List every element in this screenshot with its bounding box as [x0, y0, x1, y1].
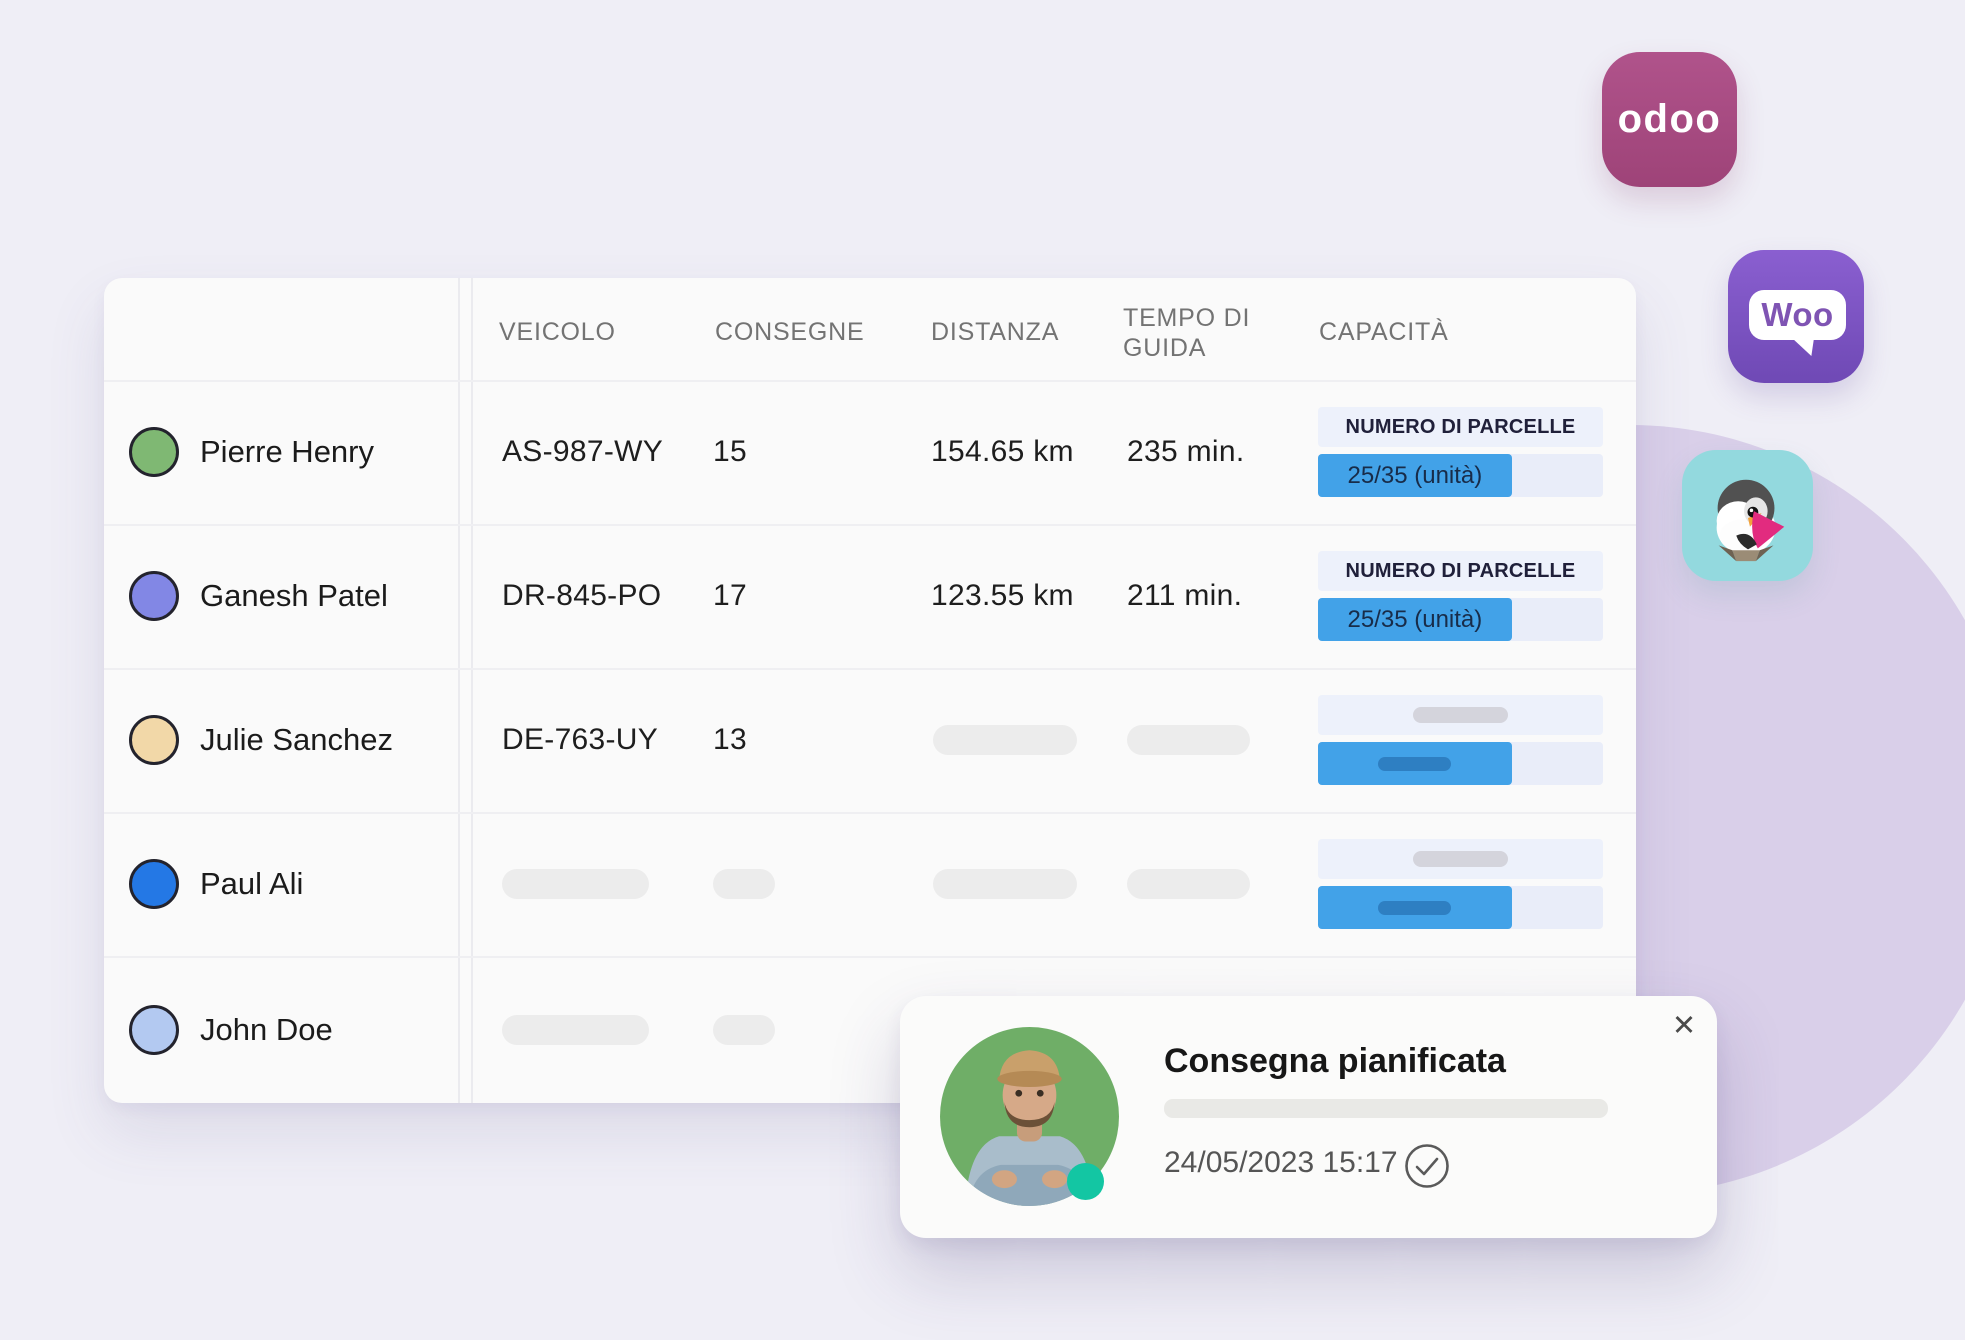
- close-icon: ✕: [1671, 1010, 1697, 1042]
- capacity-progress-track: [1318, 742, 1603, 785]
- placeholder-bar: [1413, 851, 1508, 867]
- driving-time-placeholder: [1127, 869, 1250, 899]
- deliveries-count: 17: [713, 579, 747, 612]
- driver-name: Pierre Henry: [200, 434, 374, 469]
- driver-avatar: [129, 715, 179, 765]
- header-capacity: CAPACITÀ: [1319, 318, 1449, 346]
- capacity-progress-fill: 25/35 (unità): [1318, 454, 1512, 497]
- row-divider: [104, 524, 1636, 526]
- driver-row-pierre-henry[interactable]: Pierre Henry AS-987-WY 15 154.65 km 235 …: [104, 380, 1636, 524]
- column-divider: [458, 278, 460, 1103]
- capacity-progress-track: 25/35 (unità): [1318, 598, 1603, 641]
- notification-text-placeholder: [1164, 1099, 1608, 1118]
- capacity-widget: NUMERO DI PARCELLE 25/35 (unità): [1318, 407, 1603, 497]
- capacity-widget-placeholder: [1318, 839, 1603, 929]
- capacity-label: NUMERO DI PARCELLE: [1318, 407, 1603, 447]
- notification-title: Consegna pianificata: [1164, 1042, 1506, 1080]
- placeholder-bar: [1413, 707, 1508, 723]
- deliveries-count: 15: [713, 435, 747, 468]
- prestashop-bird-logo: [1716, 479, 1784, 561]
- vehicle-placeholder: [502, 869, 649, 899]
- driver-row-ganesh-patel[interactable]: Ganesh Patel DR-845-PO 17 123.55 km 211 …: [104, 524, 1636, 668]
- driver-avatar: [129, 859, 179, 909]
- capacity-label: NUMERO DI PARCELLE: [1318, 551, 1603, 591]
- confirmed-check-icon: [1405, 1144, 1449, 1188]
- capacity-progress-fill: 25/35 (unità): [1318, 598, 1512, 641]
- row-divider: [104, 812, 1636, 814]
- header-deliveries: CONSEGNE: [715, 318, 865, 346]
- placeholder-bar: [1378, 756, 1452, 771]
- driver-name: Paul Ali: [200, 866, 304, 901]
- driver-row-julie-sanchez[interactable]: Julie Sanchez DE-763-UY 13: [104, 668, 1636, 812]
- woo-speech-bubble: Woo: [1749, 290, 1846, 340]
- driver-name: Ganesh Patel: [200, 578, 388, 613]
- capacity-progress-track: 25/35 (unità): [1318, 454, 1603, 497]
- driving-time-placeholder: [1127, 725, 1250, 755]
- driver-row-paul-ali[interactable]: Paul Ali: [104, 812, 1636, 956]
- vehicle-placeholder: [502, 1014, 649, 1045]
- prestashop-icon: [1682, 450, 1813, 581]
- deliveries-count: 13: [713, 723, 747, 756]
- online-status-dot: [1067, 1163, 1104, 1200]
- capacity-progress-track: [1318, 886, 1603, 929]
- driver-row-john-doe[interactable]: John Doe: [104, 956, 1636, 1103]
- vehicle-plate: AS-987-WY: [502, 435, 664, 468]
- woo-speech-bubble-tail: [1792, 338, 1814, 356]
- capacity-label-placeholder: [1318, 839, 1603, 879]
- capacity-label-placeholder: [1318, 695, 1603, 735]
- row-divider: [104, 668, 1636, 670]
- odoo-icon: odoo: [1602, 52, 1737, 187]
- driver-name: Julie Sanchez: [200, 722, 394, 757]
- notification-close-button[interactable]: ✕: [1658, 1000, 1710, 1052]
- notification-card: Consegna pianificata 24/05/2023 15:17 ✕: [900, 996, 1717, 1238]
- capacity-widget: NUMERO DI PARCELLE 25/35 (unità): [1318, 551, 1603, 641]
- driver-avatar: [129, 1004, 179, 1055]
- notification-timestamp: 24/05/2023 15:17: [1164, 1146, 1398, 1179]
- placeholder-bar: [1378, 900, 1452, 915]
- deliveries-placeholder: [713, 869, 775, 899]
- distance-placeholder: [933, 725, 1077, 755]
- driver-avatar: [129, 427, 179, 477]
- column-divider: [471, 278, 473, 1103]
- row-divider: [104, 956, 1636, 958]
- driver-avatar: [129, 571, 179, 621]
- header-vehicle: VEICOLO: [499, 318, 616, 346]
- vehicle-plate: DR-845-PO: [502, 579, 662, 612]
- vehicle-plate: DE-763-UY: [502, 723, 659, 756]
- driving-time-value: 235 min.: [1127, 435, 1245, 468]
- deliveries-placeholder: [713, 1014, 775, 1045]
- distance-placeholder: [933, 869, 1077, 899]
- capacity-progress-fill: [1318, 886, 1512, 929]
- capacity-progress-fill: [1318, 742, 1512, 785]
- header-driving-time: TEMPO DI GUIDA: [1123, 304, 1251, 362]
- distance-value: 154.65 km: [931, 435, 1074, 468]
- distance-value: 123.55 km: [931, 579, 1074, 612]
- capacity-widget-placeholder: [1318, 695, 1603, 785]
- drivers-table-card: VEICOLO CONSEGNE DISTANZA TEMPO DI GUIDA…: [104, 278, 1636, 1103]
- driving-time-value: 211 min.: [1127, 579, 1243, 612]
- header-distance: DISTANZA: [931, 318, 1060, 346]
- driver-name: John Doe: [200, 1011, 333, 1047]
- row-divider: [104, 380, 1636, 382]
- woocommerce-icon: Woo: [1728, 250, 1864, 383]
